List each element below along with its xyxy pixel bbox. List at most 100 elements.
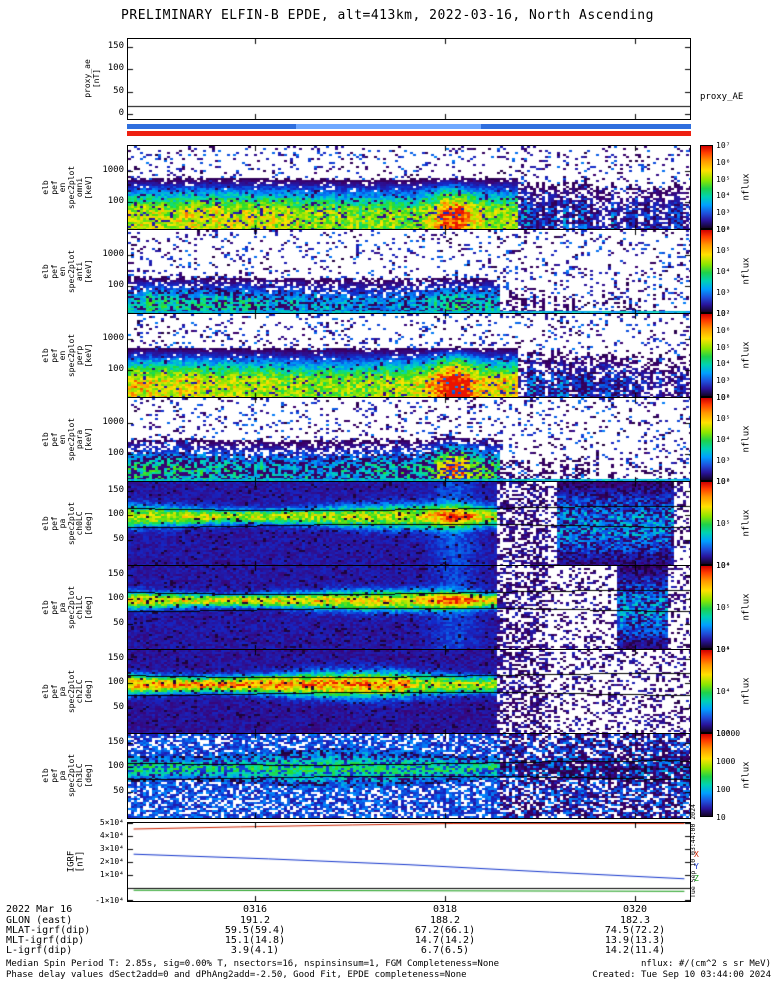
igrf-plot xyxy=(127,822,691,902)
colorbar-tick-label: 10 xyxy=(716,813,726,822)
colorbar-tick-label: 10⁵ xyxy=(716,246,731,255)
ytick-label: 150 xyxy=(107,736,124,747)
ytick-label: 100 xyxy=(107,509,124,519)
ytick-label: 50 xyxy=(113,701,124,712)
ytick-label: 100 xyxy=(107,196,124,207)
ylabel-text-en_perp: elb pef en spec2plot perp [keV] xyxy=(41,333,93,377)
footer-created-timestamp: Created: Tue Sep 10 03:44:00 2024 xyxy=(592,970,771,980)
bottom-row-label: L-igrf(dip) xyxy=(6,944,73,956)
spectrogram-pa_ch2LC xyxy=(127,649,691,735)
proxy-ae-plot xyxy=(127,38,691,120)
igrf-ylabel: IGRF [nT] xyxy=(52,822,100,900)
bottom-row-value: 15.1(14.8) xyxy=(224,934,286,946)
ytick-label: 1000 xyxy=(102,333,124,344)
bottom-row-value: 0320 xyxy=(622,904,648,915)
colorbar-tick-label: 10⁴ xyxy=(716,435,731,444)
colorbar-tick-label: 10⁶ xyxy=(716,325,731,335)
colorbar-tick-label: 10² xyxy=(716,225,731,234)
spectrogram-en_perp xyxy=(127,313,691,399)
colorbar-label-wrap-pa_ch1LC: nflux xyxy=(738,565,756,649)
footer-nflux-units: nflux: #/(cm^2 s sr MeV) xyxy=(640,959,771,969)
colorbar-pa_ch3LC xyxy=(700,733,713,817)
colorbar-tick-label: 10⁵ xyxy=(716,645,731,654)
colorbar-tick-label: 10⁶ xyxy=(716,561,731,570)
colorbar-tick-label: 10⁴ xyxy=(716,191,731,201)
colorbar-tick-label: 10² xyxy=(716,393,731,402)
colorbar-tick-label: 10⁴ xyxy=(716,267,731,276)
colorbar-tick-label: 10⁶ xyxy=(716,225,731,234)
colorbar-pa_ch1LC xyxy=(700,565,713,649)
ytick-label: 1000 xyxy=(102,417,124,428)
colorbar-tick-label: 1000 xyxy=(716,757,736,766)
colorbar-tick-label: 10⁶ xyxy=(716,157,731,167)
ylabel-text-pa_ch2LC: elb pef pa spec2plot ch2LC [deg] xyxy=(41,669,93,713)
ylabel-en_anti: elb pef en spec2plot anti [keV] xyxy=(36,229,100,313)
igrf-legend-Y: Y xyxy=(694,862,699,871)
ylabel-en_para: elb pef en spec2plot para [keV] xyxy=(36,397,100,481)
spectrogram-pa_ch1LC xyxy=(127,565,691,651)
proxy-ytick-label: 100 xyxy=(107,63,124,74)
bottom-row-label: 2022 Mar 16 xyxy=(6,904,73,915)
spectrogram-pa_ch0LC xyxy=(127,481,691,567)
ytick-label: 100 xyxy=(107,364,124,375)
bottom-row-value: 14.2(11.4) xyxy=(604,944,666,956)
colorbar-tick-label: 10³ xyxy=(716,208,731,218)
bottom-row-value: 13.9(13.3) xyxy=(604,934,666,946)
colorbar-tick-label: 10⁷ xyxy=(716,309,731,318)
bottom-row-value: 6.7(6.5) xyxy=(420,944,470,956)
colorbar-label-wrap-en_para: nflux xyxy=(738,397,756,481)
colorbar-tick-label: 10⁵ xyxy=(716,414,731,423)
colorbar-tick-label: 10⁷ xyxy=(716,141,731,150)
colorbar-label-wrap-en_anti: nflux xyxy=(738,229,756,313)
colorbar-pa_ch2LC xyxy=(700,649,713,733)
colorbar-label: nflux xyxy=(742,509,752,537)
bottom-row-value: 188.2 xyxy=(429,914,461,926)
ylabel-en_perp: elb pef en spec2plot perp [keV] xyxy=(36,313,100,397)
spectrogram-pa_ch3LC xyxy=(127,733,691,819)
ytick-label: 150 xyxy=(107,652,124,663)
ytick-label: 50 xyxy=(113,785,124,796)
ytick-label: 100 xyxy=(107,280,124,291)
footer-phase-delay: Phase delay values dSect2add=0 and dPhAn… xyxy=(6,970,467,980)
igrf-ytick-label: 3×10⁴ xyxy=(99,843,124,853)
bottom-row-value: 0318 xyxy=(432,904,458,915)
igrf-ytick-label: 2×10⁴ xyxy=(99,857,124,866)
colorbar-label: nflux xyxy=(742,425,752,453)
ytick-label: 150 xyxy=(107,484,124,495)
colorbar-tick-label: 10000 xyxy=(716,729,741,738)
bottom-row-value: 59.5(59.4) xyxy=(224,924,286,936)
ytick-label: 50 xyxy=(113,617,124,628)
ytick-label: 1000 xyxy=(102,249,124,260)
colorbar-tick-label: 10³ xyxy=(716,729,731,738)
bottom-row-label: MLT-igrf(dip) xyxy=(6,934,85,946)
colorbar-tick-label: 10⁴ xyxy=(716,359,731,369)
colorbar-tick-label: 100 xyxy=(716,785,731,794)
colorbar-tick-label: 10⁴ xyxy=(716,561,731,570)
ylabel-text-en_omni: elb pef en spec2plot omni [keV] xyxy=(41,165,93,209)
colorbar-en_para xyxy=(700,397,713,481)
bottom-row-value: 3.9(4.1) xyxy=(230,944,280,956)
colorbar-tick-label: 10² xyxy=(716,309,731,318)
bottom-row-value: 191.2 xyxy=(239,914,271,926)
bottom-row-value: 74.5(72.2) xyxy=(604,924,666,936)
igrf-ytick-label: 1×10⁴ xyxy=(99,870,124,880)
ylabel-text-pa_ch3LC: elb pef pa spec2plot ch3LC [deg] xyxy=(41,753,93,797)
colorbar-label-wrap-pa_ch2LC: nflux xyxy=(738,649,756,733)
colorbar-tick-label: 10³ xyxy=(716,456,731,465)
colorbar-pa_ch0LC xyxy=(700,481,713,565)
ytick-label: 150 xyxy=(107,568,124,579)
proxy-ytick-label: 50 xyxy=(113,85,124,96)
colorbar-label: nflux xyxy=(742,677,752,705)
ytick-label: 100 xyxy=(107,761,124,771)
ylabel-text-en_anti: elb pef en spec2plot anti [keV] xyxy=(41,249,93,293)
blue-flag-bar-segment xyxy=(296,124,481,129)
colorbar-tick-label: 10⁵ xyxy=(716,603,731,612)
colorbar-tick-label: 10⁶ xyxy=(716,393,731,402)
spectrogram-en_omni xyxy=(127,145,691,231)
colorbar-label: nflux xyxy=(742,341,752,369)
colorbar-tick-label: 10⁶ xyxy=(716,477,731,486)
ytick-label: 100 xyxy=(107,677,124,687)
ylabel-en_omni: elb pef en spec2plot omni [keV] xyxy=(36,145,100,229)
proxy-right-label: proxy_AE xyxy=(700,92,744,102)
